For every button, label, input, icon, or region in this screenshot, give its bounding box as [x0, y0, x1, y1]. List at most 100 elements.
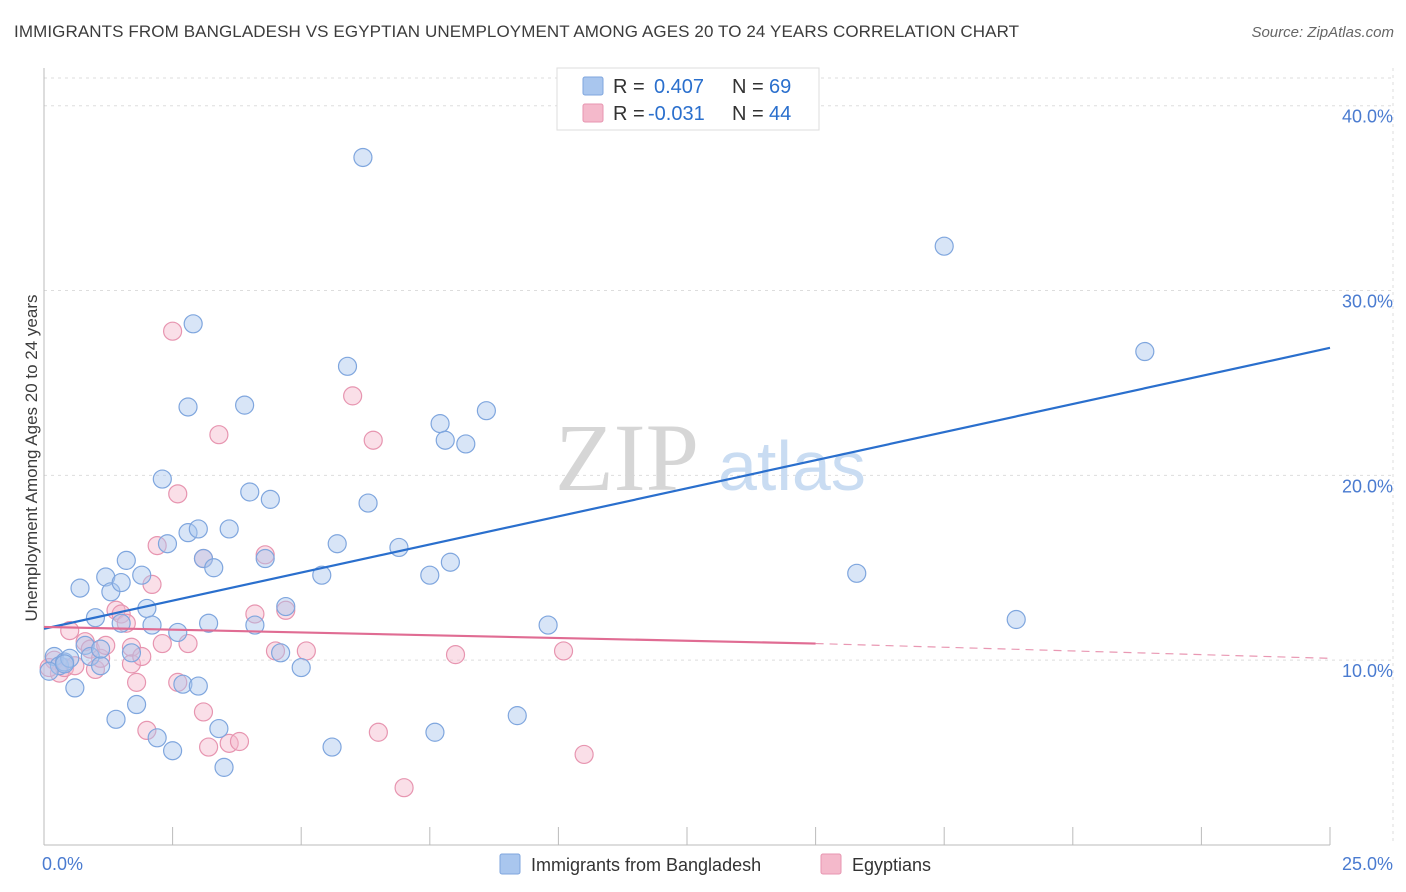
- y-tick-label-3: 40.0%: [1342, 107, 1393, 127]
- egyptians-point-37: [363, 430, 383, 450]
- bangladesh-point-35: [204, 558, 224, 578]
- watermark: ZIP atlas: [555, 404, 866, 511]
- egyptians-point-15: [126, 672, 147, 692]
- egyptians-point-42: [574, 744, 594, 765]
- bangladesh-point-63: [847, 563, 867, 583]
- bangladesh-point-25: [163, 741, 183, 761]
- bangladesh-points: [39, 147, 1155, 777]
- egyptians-point-21: [163, 321, 183, 341]
- bangladesh-point-14: [111, 572, 131, 593]
- bangladesh-point-37: [214, 757, 234, 777]
- egyptians-point-40: [445, 645, 466, 665]
- bangladesh-point-68: [54, 654, 75, 674]
- legend-n-value-pink: 44: [769, 103, 791, 125]
- bangladesh-point-31: [188, 519, 208, 539]
- bangladesh-point-49: [327, 534, 347, 554]
- bangladesh-point-64: [934, 236, 954, 256]
- bangladesh-point-36: [209, 718, 229, 739]
- y-tick-label-2: 30.0%: [1342, 292, 1393, 312]
- bangladesh-point-45: [276, 596, 296, 617]
- bangladesh-point-55: [430, 414, 450, 434]
- bangladesh-trend-line: [43, 346, 1331, 630]
- bangladesh-point-26: [168, 622, 188, 643]
- egyptians-point-22: [168, 484, 188, 504]
- bangladesh-point-60: [476, 401, 496, 421]
- bottom-legend-swatch-blue: [499, 853, 521, 875]
- bangladesh-point-61: [507, 706, 527, 726]
- bangladesh-point-56: [435, 430, 455, 450]
- bangladesh-point-42: [255, 548, 275, 569]
- bangladesh-point-67: [39, 661, 59, 681]
- legend-swatch-pink: [582, 103, 604, 123]
- axes: [43, 68, 1331, 846]
- egyptians-point-39: [394, 778, 414, 798]
- bangladesh-point-29: [178, 397, 198, 417]
- bangladesh-point-39: [235, 395, 255, 415]
- bangladesh-point-52: [358, 493, 378, 513]
- bangladesh-point-18: [126, 694, 147, 715]
- y-tick-labels: 10.0% 20.0% 30.0% 40.0%: [1342, 107, 1393, 681]
- egyptians-trend-line: [43, 625, 816, 645]
- bangladesh-point-19: [132, 565, 152, 585]
- egyptians-point-31: [245, 604, 265, 624]
- y-tick-label-0: 10.0%: [1342, 661, 1393, 681]
- legend-n-label-blue: N =: [732, 76, 764, 98]
- egyptians-point-16: [132, 646, 152, 667]
- bangladesh-point-59: [456, 434, 476, 454]
- egyptians-point-26: [193, 702, 214, 722]
- bottom-legend-swatch-pink: [820, 853, 842, 875]
- bangladesh-point-22: [147, 728, 167, 748]
- correlation-legend: R = 0.407 N = 69 R = -0.031 N = 44: [556, 67, 820, 131]
- watermark-zip: ZIP: [555, 404, 699, 511]
- legend-r-label-blue: R =: [613, 76, 645, 98]
- egyptians-point-35: [296, 641, 316, 661]
- bangladesh-point-30: [183, 314, 203, 334]
- bangladesh-point-51: [353, 147, 373, 168]
- egyptians-point-3: [60, 621, 80, 641]
- bottom-legend-bangladesh: Immigrants from Bangladesh: [531, 855, 761, 875]
- bangladesh-point-44: [271, 643, 291, 663]
- bangladesh-point-21: [142, 615, 162, 635]
- bangladesh-point-46: [291, 657, 311, 678]
- bangladesh-point-48: [322, 737, 342, 757]
- x-tick-min: 0.0%: [42, 854, 83, 874]
- bangladesh-point-16: [116, 550, 136, 570]
- bangladesh-point-32: [188, 676, 208, 696]
- bangladesh-point-23: [152, 469, 172, 489]
- bangladesh-point-41: [245, 615, 265, 635]
- trend-lines: [43, 346, 1331, 659]
- egyptians-point-36: [343, 386, 363, 406]
- bangladesh-point-27: [173, 674, 193, 694]
- egyptians-point-30: [229, 731, 250, 752]
- egyptians-trend-extension: [815, 642, 1331, 659]
- egyptians-point-38: [368, 722, 388, 742]
- y-tick-label-1: 20.0%: [1342, 476, 1393, 496]
- bangladesh-point-0: [44, 646, 64, 667]
- x-tick-max: 25.0%: [1342, 854, 1393, 874]
- egyptians-point-17: [137, 720, 157, 741]
- legend-r-value-blue: 0.407: [654, 76, 704, 98]
- bangladesh-point-13: [106, 709, 126, 729]
- egyptians-point-27: [199, 737, 219, 757]
- egyptians-point-41: [553, 641, 574, 661]
- bangladesh-point-3: [60, 648, 80, 668]
- bangladesh-point-4: [65, 678, 85, 698]
- legend-n-label-pink: N =: [732, 103, 764, 125]
- bangladesh-point-62: [538, 615, 558, 635]
- bangladesh-point-34: [199, 613, 219, 633]
- legend-r-label-pink: R =: [613, 103, 645, 125]
- bangladesh-point-10: [90, 639, 111, 659]
- chart-title: IMMIGRANTS FROM BANGLADESH VS EGYPTIAN U…: [14, 22, 1020, 41]
- bangladesh-point-5: [70, 578, 90, 598]
- series-legend: Immigrants from Bangladesh Egyptians: [499, 853, 931, 875]
- legend-r-value-pink: -0.031: [648, 103, 705, 125]
- bangladesh-point-47: [312, 565, 332, 585]
- bangladesh-point-38: [219, 519, 239, 539]
- bangladesh-point-54: [420, 565, 440, 585]
- bangladesh-point-17: [121, 643, 142, 663]
- bangladesh-point-50: [337, 356, 358, 376]
- egyptians-point-20: [152, 633, 172, 654]
- bangladesh-point-66: [1135, 341, 1155, 362]
- bangladesh-point-24: [157, 534, 178, 554]
